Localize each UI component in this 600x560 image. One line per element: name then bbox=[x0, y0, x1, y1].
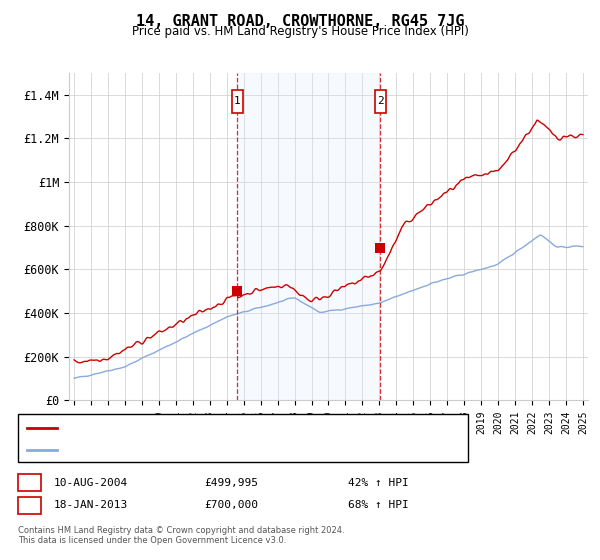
Text: 14, GRANT ROAD, CROWTHORNE, RG45 7JG (detached house): 14, GRANT ROAD, CROWTHORNE, RG45 7JG (de… bbox=[63, 423, 394, 433]
Text: 1: 1 bbox=[26, 478, 33, 488]
Text: £700,000: £700,000 bbox=[204, 500, 258, 510]
Bar bbox=[375, 90, 386, 113]
Bar bbox=[232, 90, 243, 113]
Text: 2: 2 bbox=[377, 96, 383, 106]
Text: 1: 1 bbox=[234, 96, 241, 106]
Text: 2: 2 bbox=[26, 500, 33, 510]
Bar bbox=[237, 73, 380, 400]
Text: 14, GRANT ROAD, CROWTHORNE, RG45 7JG: 14, GRANT ROAD, CROWTHORNE, RG45 7JG bbox=[136, 14, 464, 29]
Text: 42% ↑ HPI: 42% ↑ HPI bbox=[348, 478, 409, 488]
Text: HPI: Average price, detached house, Bracknell Forest: HPI: Average price, detached house, Brac… bbox=[63, 445, 388, 455]
Text: 10-AUG-2004: 10-AUG-2004 bbox=[54, 478, 128, 488]
Text: 18-JAN-2013: 18-JAN-2013 bbox=[54, 500, 128, 510]
Text: Price paid vs. HM Land Registry's House Price Index (HPI): Price paid vs. HM Land Registry's House … bbox=[131, 25, 469, 38]
Text: 68% ↑ HPI: 68% ↑ HPI bbox=[348, 500, 409, 510]
Text: Contains HM Land Registry data © Crown copyright and database right 2024.: Contains HM Land Registry data © Crown c… bbox=[18, 526, 344, 535]
Text: This data is licensed under the Open Government Licence v3.0.: This data is licensed under the Open Gov… bbox=[18, 536, 286, 545]
Text: £499,995: £499,995 bbox=[204, 478, 258, 488]
